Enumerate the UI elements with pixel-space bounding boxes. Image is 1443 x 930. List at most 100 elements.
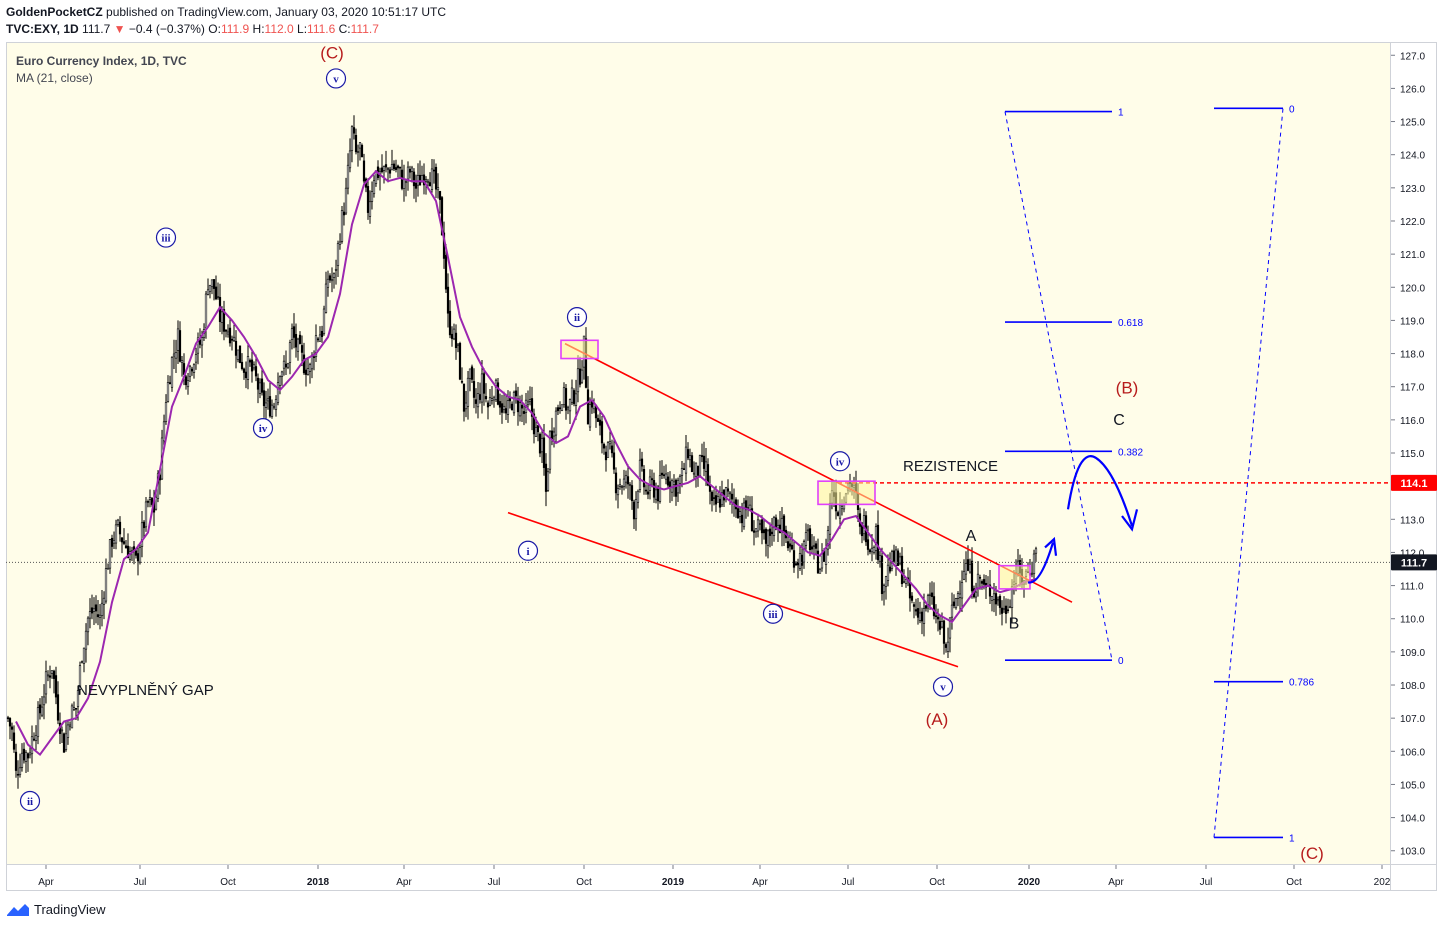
candle-body [338, 241, 342, 245]
candle-body [686, 449, 690, 459]
candle-body [528, 399, 532, 402]
lower-trendline [507, 511, 959, 668]
candle-body [478, 394, 482, 400]
time-tick-label: 2018 [307, 877, 330, 888]
candle-body [234, 340, 238, 356]
candle-body [632, 501, 636, 520]
wave-circle-label: i [526, 546, 529, 558]
candle-body [362, 160, 366, 182]
candle-body [822, 551, 826, 562]
candle-body [386, 168, 390, 170]
candle-body [98, 614, 102, 618]
candle-body [112, 540, 116, 544]
wave-circle-icon [19, 790, 41, 812]
candle-body [470, 366, 474, 380]
candle-body [600, 421, 604, 444]
candle-body [650, 478, 654, 481]
tradingview-logo-icon [7, 903, 29, 916]
candle-body [696, 466, 700, 476]
candle-body [216, 296, 220, 298]
candle-body [666, 476, 670, 486]
time-axis[interactable]: Apr Jul Oct 2018 Apr Jul Oct 2019 Apr Jul Oct 2020 A… [38, 865, 1391, 888]
annotation-resistance: REZISTENCE [903, 458, 998, 475]
candle-body [692, 472, 696, 475]
candle-body [958, 593, 962, 598]
candle-body [426, 180, 430, 183]
candle-body [630, 485, 634, 502]
candle-body [104, 568, 108, 602]
fib-retracement-left[interactable]: 1 0.618 0.382 0 [1004, 108, 1143, 668]
candle-body [214, 286, 218, 300]
candle-body [138, 547, 142, 563]
candle-body [270, 404, 274, 417]
chart-legend[interactable]: Euro Currency Index, 1D, TVC MA (21, clo… [16, 53, 187, 87]
candle-body [950, 604, 954, 618]
fib-level-label: 0.618 [1118, 318, 1143, 329]
candle-body [578, 368, 582, 385]
candle-body [230, 338, 234, 341]
price-tick-label: 117.0 [1400, 383, 1425, 394]
candle-body [700, 455, 704, 458]
candle-body [460, 381, 464, 383]
candle-body [30, 736, 34, 755]
candle-body [890, 551, 894, 569]
price-axis-background [1391, 42, 1437, 864]
author-name[interactable]: GoldenPocketCZ [6, 5, 103, 19]
price-axis[interactable]: 103.0 104.0 105.0 106.0 107.0 108.0 109.0 110.0… [1391, 51, 1425, 858]
projection-arrow-small [1027, 536, 1058, 584]
candle-body [308, 364, 312, 372]
fib-level-label: 0.786 [1289, 678, 1314, 689]
candle-body [178, 330, 182, 362]
candle-body [626, 476, 630, 485]
candle-body [942, 620, 946, 644]
price-tick-label: 126.0 [1400, 84, 1425, 95]
candle-body [526, 401, 530, 405]
candle-body [82, 647, 86, 664]
candle-body [146, 501, 150, 503]
candle-body [898, 556, 902, 564]
candle-body [682, 468, 686, 470]
candle-body [382, 166, 386, 171]
candle-body [116, 519, 120, 525]
candle-body [790, 544, 794, 550]
candle-body [102, 597, 106, 605]
candle-body [198, 339, 202, 345]
publish-info: published on TradingView.com, January 03… [106, 5, 447, 19]
candle-body [266, 398, 270, 402]
candle-body [212, 279, 216, 289]
candle-body [404, 181, 408, 184]
candle-body [122, 541, 126, 544]
candle-body [560, 404, 564, 411]
candle-body [918, 612, 922, 621]
time-tick-label: Apr [1108, 877, 1124, 888]
fib-retracement-right[interactable]: 0 0.786 1 [1213, 104, 1314, 844]
candle-body [12, 732, 16, 750]
candle-body [974, 591, 978, 598]
candle-body [298, 334, 302, 344]
high-value: 112.0 [264, 22, 294, 36]
price-tick-label: 108.0 [1400, 681, 1425, 692]
candle-body [414, 182, 418, 189]
highlight-box-breakout [998, 564, 1031, 590]
candle-body [484, 396, 488, 400]
candle-body [170, 357, 174, 388]
candle-body [656, 486, 660, 502]
candle-body [264, 402, 268, 408]
candle-body [584, 338, 588, 388]
candle-body [354, 134, 358, 153]
footer-brand[interactable]: TradingView [6, 902, 106, 917]
candle-body [64, 733, 68, 750]
candle-body [24, 752, 28, 762]
candle-body [894, 549, 898, 566]
price-tick-label: 105.0 [1400, 780, 1425, 791]
candle-body [558, 407, 562, 410]
candle-body [396, 165, 400, 169]
wave-circle-icon [566, 307, 588, 328]
candle-body [20, 752, 24, 768]
candle-body [166, 382, 170, 402]
candle-body [446, 286, 450, 314]
candle-body [876, 524, 880, 561]
candle-body [438, 191, 442, 200]
candle-body [818, 569, 822, 574]
